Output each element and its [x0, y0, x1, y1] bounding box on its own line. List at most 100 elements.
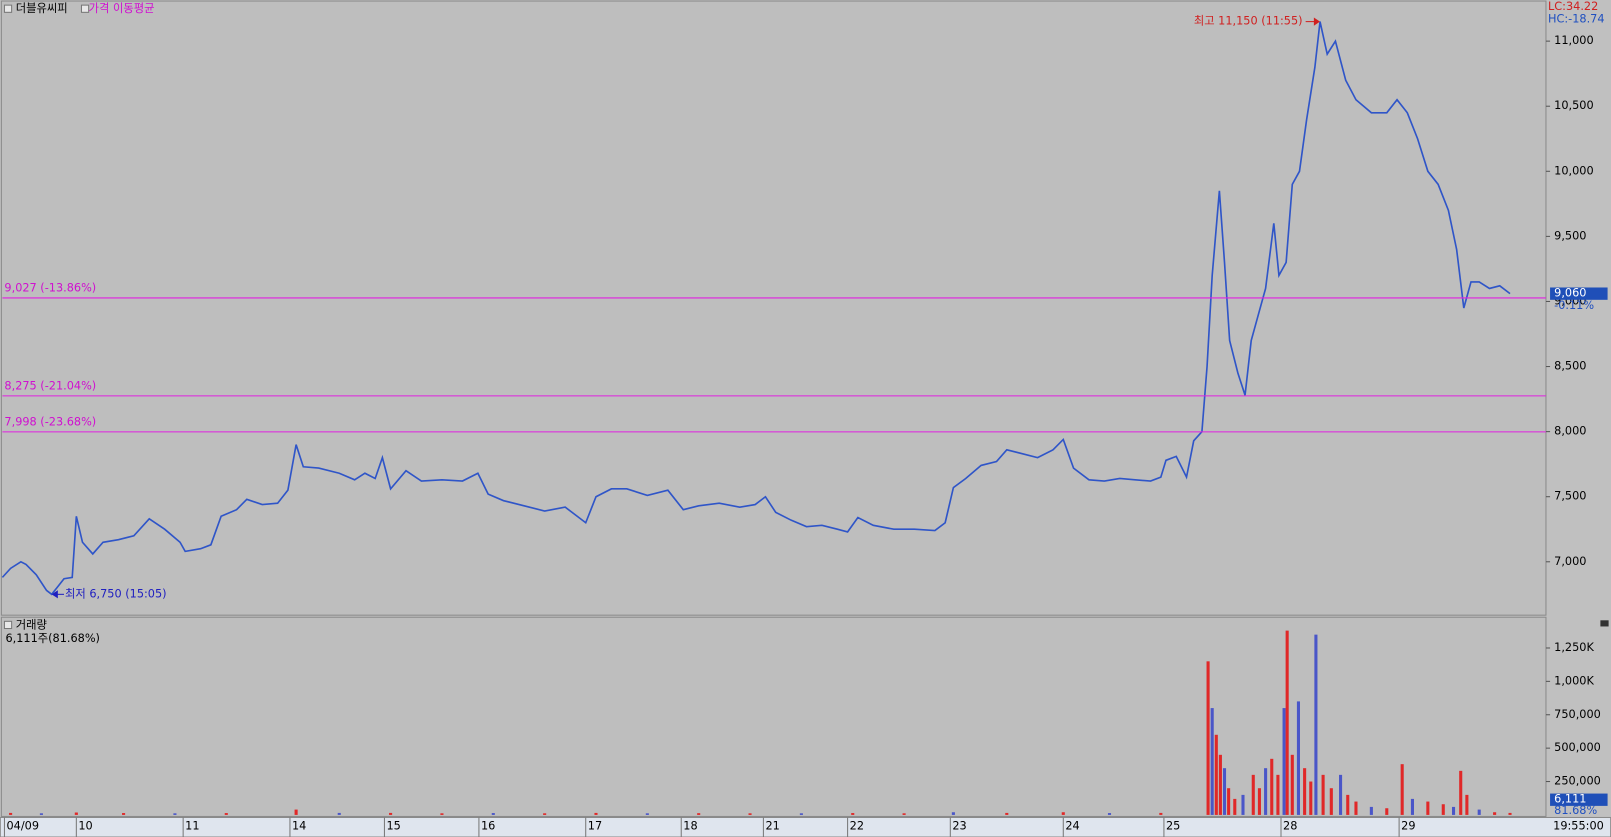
volume-bar: [645, 813, 649, 815]
volume-bar: [1493, 812, 1497, 815]
y-tick-label: 500,000: [1554, 741, 1601, 754]
volume-bar: [1241, 794, 1245, 815]
volume-bar: [1410, 798, 1414, 815]
volume-bar: [1159, 812, 1163, 815]
volume-bar: [1251, 774, 1255, 815]
volume-bar: [1282, 708, 1286, 815]
legend-box: [3, 4, 13, 13]
last-change: -0.11%: [1554, 299, 1594, 312]
legend-box: [80, 4, 90, 13]
y-tick-label: 1,250K: [1554, 641, 1594, 654]
volume-bar: [1508, 812, 1512, 815]
price-line: [1, 21, 1511, 596]
level-label: 9,027 (-13.86%): [4, 282, 96, 295]
volume-bar: [1257, 788, 1261, 815]
volume-bar: [1303, 768, 1307, 815]
volume-bar: [1459, 770, 1463, 815]
y-tick-label: 11,000: [1554, 34, 1593, 47]
y-tick-label: 8,500: [1554, 360, 1586, 373]
volume-bar: [697, 813, 701, 815]
last-price: 9,060: [1554, 287, 1586, 300]
volume-bar: [1314, 634, 1318, 815]
volume-bar: [1218, 754, 1222, 815]
x-tick-label: 15: [386, 820, 400, 833]
volume-bar: [1206, 661, 1210, 815]
x-tick-label: 29: [1401, 820, 1415, 833]
volume-bar: [1210, 708, 1214, 815]
volume-bar: [1451, 806, 1456, 815]
volume-bar: [224, 813, 228, 815]
x-tick-label: 25: [1166, 820, 1180, 833]
volume-bar: [1270, 758, 1274, 815]
y-tick-label: 9,500: [1554, 229, 1586, 242]
y-tick-label: 250,000: [1554, 775, 1601, 788]
price-pane: [0, 0, 1547, 616]
last-price-box: [1550, 287, 1608, 300]
volume-bar: [389, 812, 393, 815]
level-label: 8,275 (-21.04%): [4, 380, 96, 393]
volume-bar: [799, 813, 803, 815]
volume-bar: [594, 812, 598, 815]
volume-bar: [851, 813, 855, 815]
volume-bar: [294, 809, 298, 815]
volume-bar: [1321, 774, 1325, 815]
y-tick-label: 8,000: [1554, 425, 1586, 438]
x-tick-label: 23: [952, 820, 966, 833]
x-tick-label: 17: [588, 820, 602, 833]
x-tick-label: 16: [481, 820, 495, 833]
volume-bar: [543, 813, 547, 815]
volume-bar: [1309, 781, 1313, 815]
volume-bar: [1233, 798, 1237, 815]
volume-bar: [122, 813, 126, 815]
volume-bar: [1005, 812, 1009, 815]
volume-pane: [0, 616, 1547, 817]
hc-label: HC:-18.74: [1548, 13, 1605, 26]
volume-bar: [1285, 630, 1289, 815]
volume-bar: [1369, 806, 1373, 815]
volume-bar: [748, 813, 752, 815]
y-tick-label: 10,000: [1554, 164, 1593, 177]
legend-box: [3, 620, 13, 630]
x-tick-label: 11: [185, 820, 199, 833]
arrow-head: [1313, 17, 1321, 26]
volume-bar: [1385, 808, 1389, 815]
volume-title: 거래량: [16, 618, 47, 631]
y-tick-label: 7,500: [1554, 490, 1586, 503]
y-tick-label: 10,500: [1554, 99, 1593, 112]
last-volume: 6,111: [1554, 793, 1586, 806]
y-tick-label: 7,000: [1554, 555, 1586, 568]
volume-bar: [1465, 794, 1469, 815]
lc-label: LC:34.22: [1548, 0, 1598, 13]
x-tick-label: 18: [683, 820, 697, 833]
volume-bar: [1264, 768, 1268, 815]
x-tick-label: 14: [292, 820, 306, 833]
last-volume-box: [1550, 793, 1608, 806]
volume-bar: [1222, 768, 1227, 815]
volume-bar: [74, 812, 78, 815]
pane-button[interactable]: [1600, 620, 1609, 627]
volume-bar: [1276, 774, 1280, 815]
time-label: 19:55:00: [1553, 820, 1604, 833]
volume-bar: [337, 812, 341, 815]
volume-bar: [1107, 813, 1112, 815]
volume-bar: [902, 813, 906, 815]
stock-name: 더블유씨피: [16, 2, 68, 15]
volume-bar: [440, 813, 444, 815]
volume-bar: [1354, 801, 1358, 815]
volume-bar: [491, 813, 495, 815]
x-tick-label: 24: [1065, 820, 1079, 833]
volume-bar: [1227, 788, 1231, 815]
volume-bar: [1214, 734, 1218, 815]
x-tick-label: 22: [850, 820, 864, 833]
volume-bar: [173, 813, 177, 815]
volume-bar: [1339, 774, 1343, 815]
annotation: 최저 6,750 (15:05): [65, 587, 167, 600]
volume-bar: [1441, 804, 1445, 815]
y-tick-label: 750,000: [1554, 708, 1601, 721]
volume-bar: [951, 812, 955, 815]
date-axis: [0, 816, 1611, 837]
arrow-head: [51, 590, 58, 599]
volume-bar: [1426, 801, 1430, 815]
volume-value: 6,111주(81.68%): [5, 632, 100, 645]
